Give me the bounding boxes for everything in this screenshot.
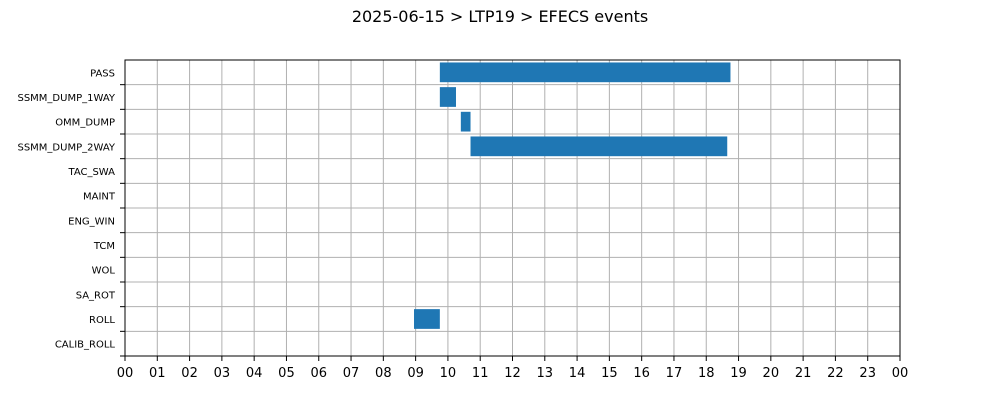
x-tick-label: 10 [440, 366, 457, 381]
x-tick-label: 01 [149, 366, 166, 381]
x-tick-label: 04 [246, 366, 263, 381]
x-tick-label: 17 [666, 366, 683, 381]
x-tick-label: 03 [214, 366, 231, 381]
y-tick-label-calib-roll: CALIB_ROLL [55, 340, 116, 351]
x-tick-label: 05 [278, 366, 295, 381]
x-tick-label: 15 [601, 366, 618, 381]
y-tick-label-wol: WOL [92, 266, 116, 277]
y-tick-label-tac-swa: TAC_SWA [67, 167, 115, 178]
event-bars [414, 62, 731, 329]
x-tick-label: 00 [892, 366, 909, 381]
x-tick-label: 18 [698, 366, 715, 381]
x-tick-label: 16 [633, 366, 650, 381]
x-tick-label: 09 [407, 366, 424, 381]
y-tick-label-roll: ROLL [89, 315, 115, 326]
x-tick-label: 00 [117, 366, 134, 381]
event-bar-pass [439, 62, 731, 83]
x-tick-label: 21 [795, 366, 812, 381]
y-tick-label-ssmm-dump-1way: SSMM_DUMP_1WAY [17, 93, 115, 104]
x-tick-label: 13 [537, 366, 554, 381]
event-bar-roll [414, 309, 440, 329]
x-tick-label: 08 [375, 366, 392, 381]
y-tick-label-sa-rot: SA_ROT [76, 290, 116, 301]
y-axis-ticks: PASS SSMM_DUMP_1WAY OMM_DUMP SSMM_DUMP_2WAY… [17, 68, 125, 357]
y-tick-label-eng-win: ENG_WIN [68, 216, 115, 227]
y-tick-label-pass: PASS [90, 68, 115, 79]
chart-title: 2025-06-15 > LTP19 > EFECS events [352, 7, 648, 26]
x-tick-label: 14 [569, 366, 586, 381]
y-tick-label-ssmm-dump-2way: SSMM_DUMP_2WAY [17, 142, 115, 153]
x-tick-label: 12 [504, 366, 521, 381]
x-tick-label: 22 [827, 366, 844, 381]
y-tick-label-tcm: TCM [93, 241, 115, 252]
x-tick-label: 23 [859, 366, 876, 381]
y-tick-label-maint: MAINT [83, 192, 116, 203]
x-tick-label: 07 [343, 366, 360, 381]
x-axis-ticks: 00 01 02 03 04 05 06 07 08 09 10 11 12 13 14 15 16 17 18 19… [117, 356, 909, 381]
grid-lines [124, 60, 901, 356]
y-tick-label-omm-dump: OMM_DUMP [55, 118, 115, 129]
event-bar-ssmm-dump-2way [470, 136, 728, 157]
x-tick-label: 19 [730, 366, 747, 381]
x-tick-label: 20 [763, 366, 780, 381]
x-tick-label: 06 [310, 366, 327, 381]
x-tick-label: 11 [472, 366, 489, 381]
event-bar-omm-dump [460, 111, 471, 132]
event-bar-ssmm-dump-1way [439, 87, 456, 107]
x-tick-label: 02 [181, 366, 198, 381]
